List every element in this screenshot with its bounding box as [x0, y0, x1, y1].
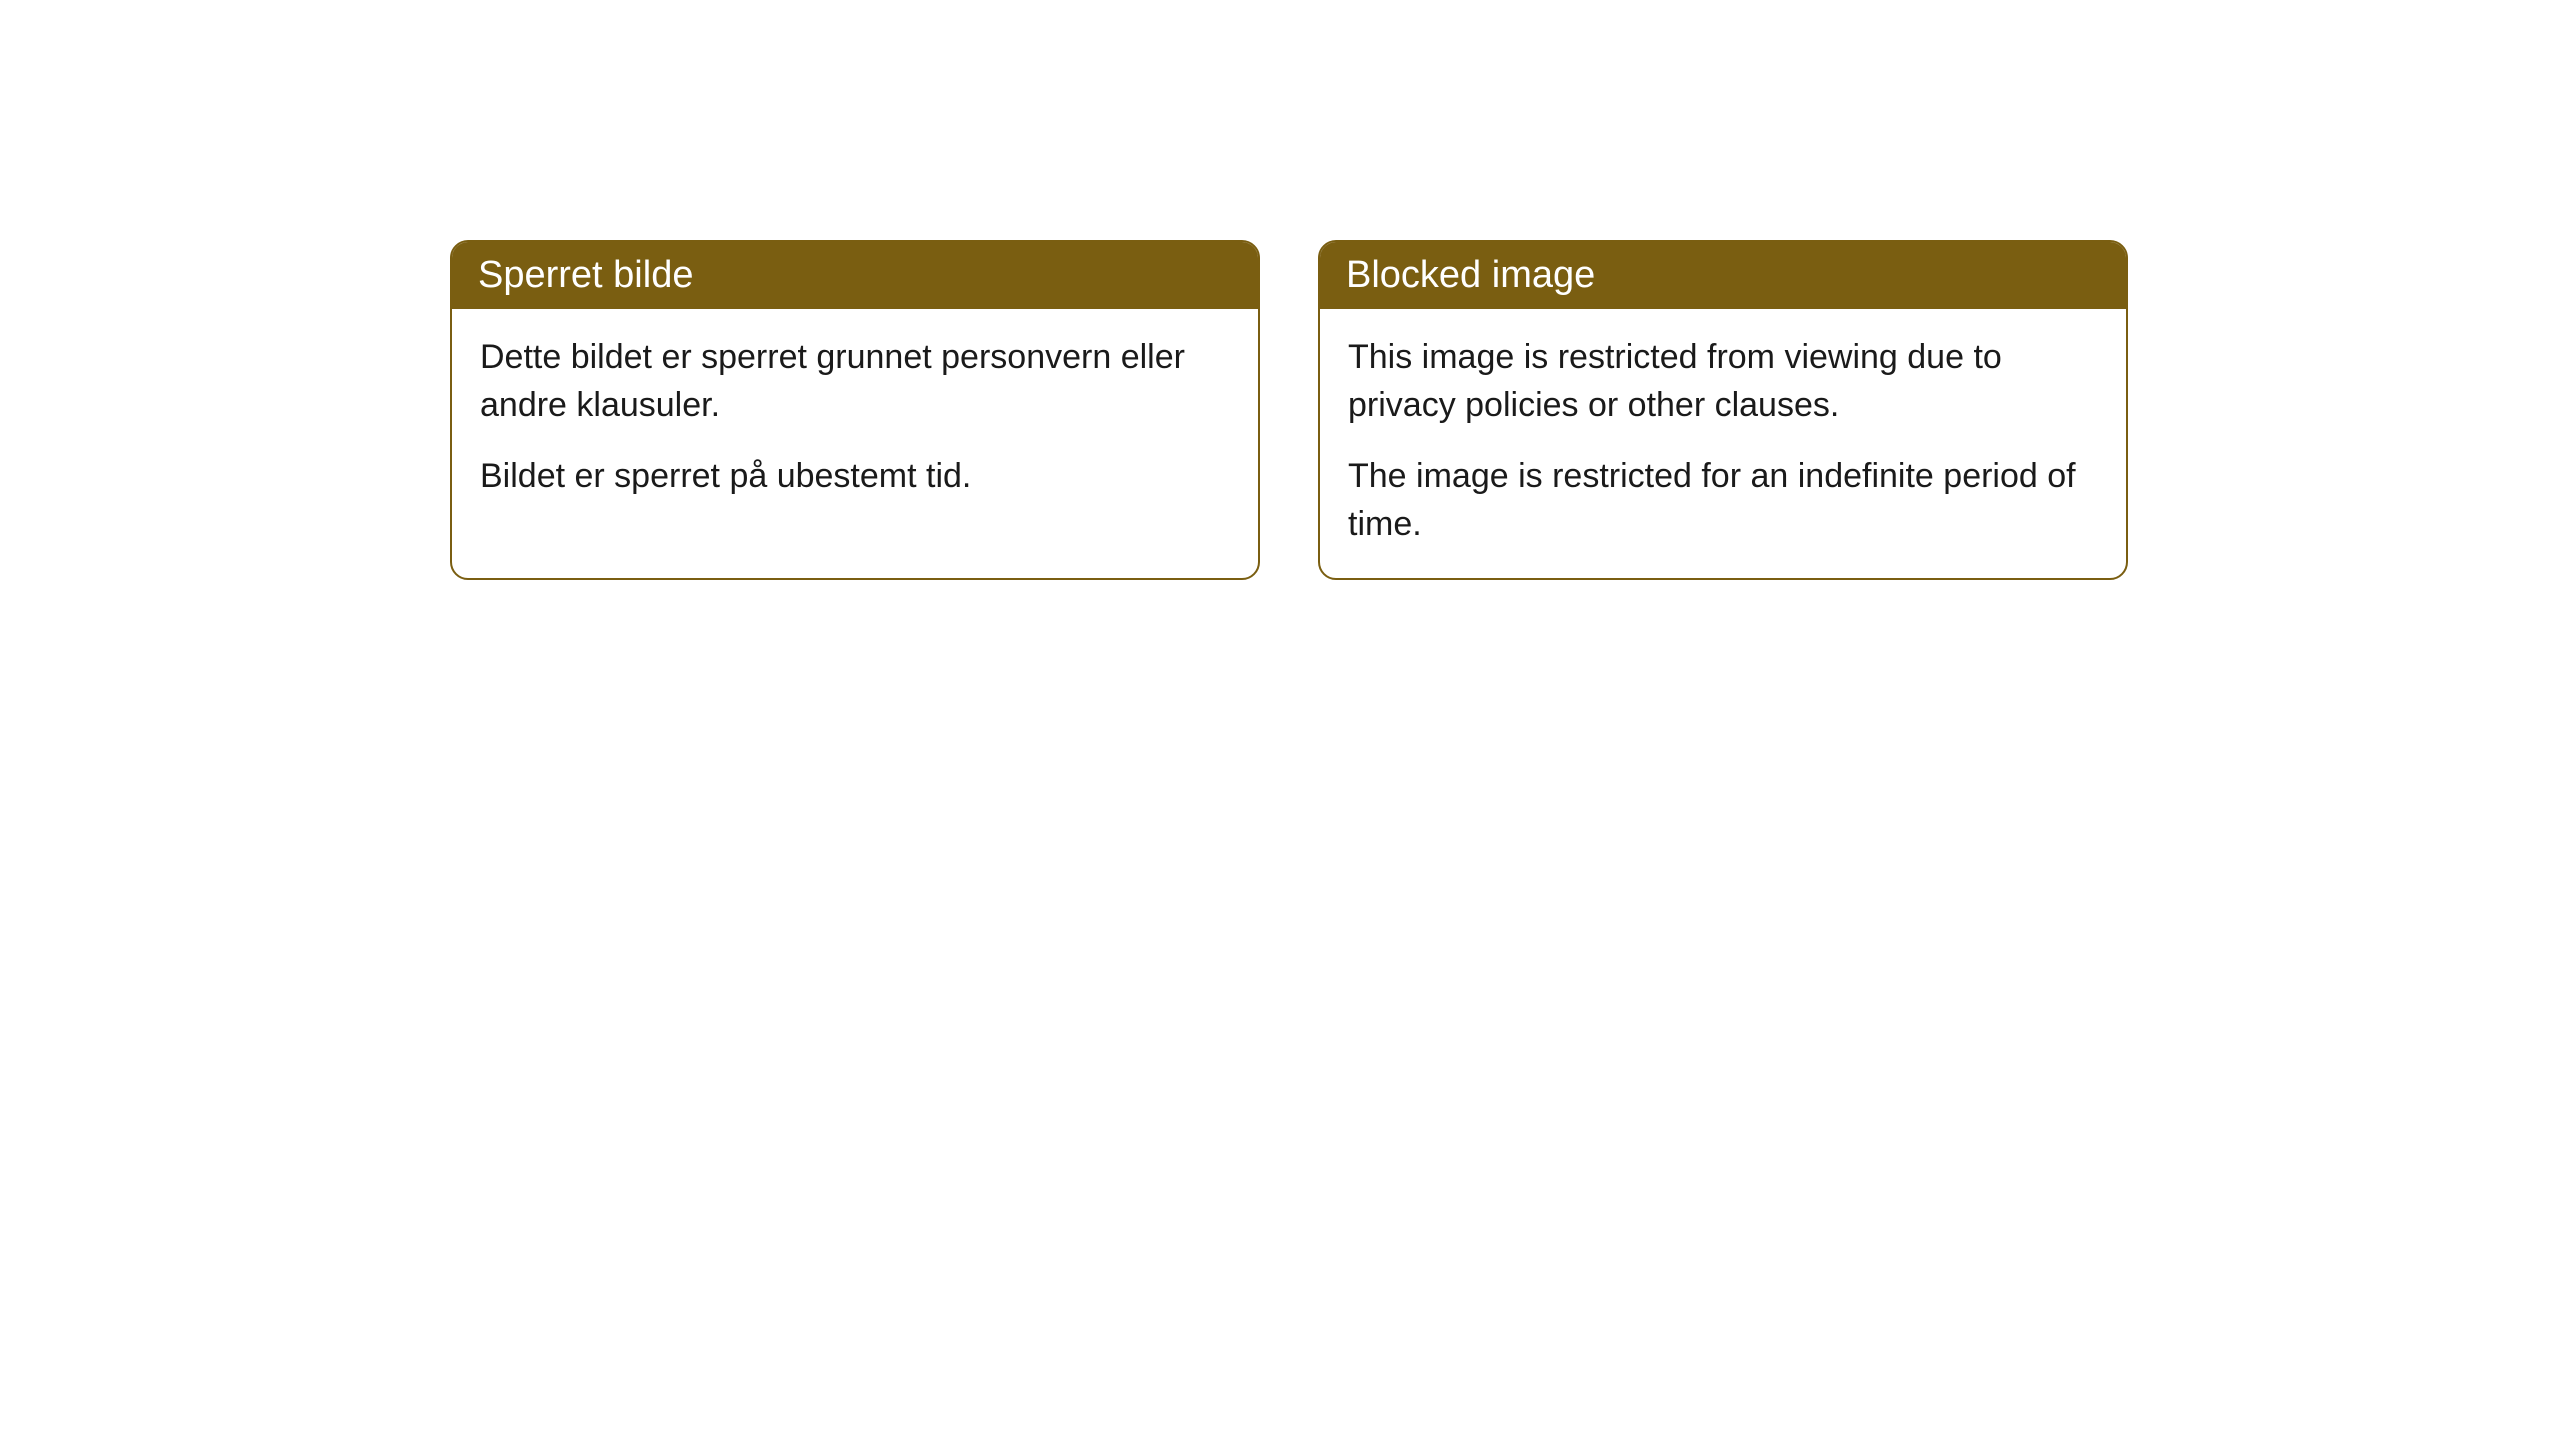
card-paragraph: This image is restricted from viewing du…: [1348, 333, 2098, 430]
card-body-norwegian: Dette bildet er sperret grunnet personve…: [452, 309, 1258, 530]
card-title-norwegian: Sperret bilde: [452, 242, 1258, 309]
card-paragraph: Dette bildet er sperret grunnet personve…: [480, 333, 1230, 430]
blocked-image-card-norwegian: Sperret bilde Dette bildet er sperret gr…: [450, 240, 1260, 580]
card-body-english: This image is restricted from viewing du…: [1320, 309, 2126, 578]
card-title-english: Blocked image: [1320, 242, 2126, 309]
notice-cards-container: Sperret bilde Dette bildet er sperret gr…: [450, 240, 2128, 580]
card-paragraph: Bildet er sperret på ubestemt tid.: [480, 452, 1230, 500]
card-paragraph: The image is restricted for an indefinit…: [1348, 452, 2098, 549]
blocked-image-card-english: Blocked image This image is restricted f…: [1318, 240, 2128, 580]
